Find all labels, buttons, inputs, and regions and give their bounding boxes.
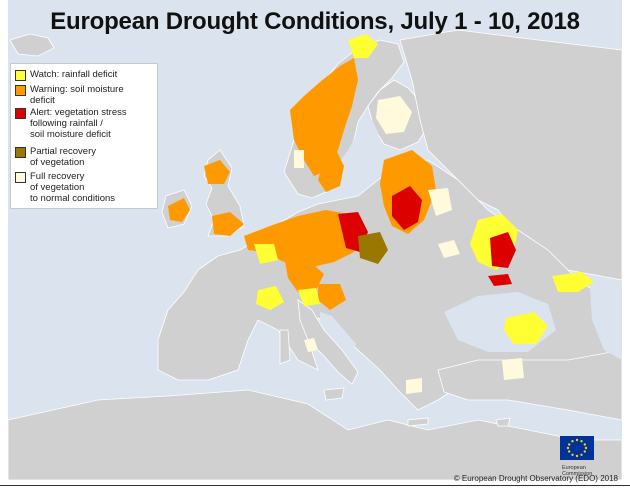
drought-overlays (168, 34, 594, 394)
legend-swatch-full-recovery (15, 172, 26, 183)
source-credit: © European Drought Observatory (EDO) 201… (453, 474, 618, 483)
cyprus-shape (495, 417, 511, 427)
north-africa-shape (8, 389, 622, 480)
legend-item-warning: Warning: soil moisture deficit (15, 84, 124, 106)
full-recovery-finland (376, 96, 412, 134)
adriatic-sea-shape (320, 312, 356, 352)
legend-swatch-partial-recovery (15, 147, 26, 158)
warning-region-scandinavia (290, 58, 358, 176)
legend-label-watch: Watch: rainfall deficit (30, 69, 118, 80)
alert-region-crimea (488, 274, 512, 286)
legend-label-warning: Warning: soil moisture deficit (30, 84, 124, 106)
iceland-shape (9, 33, 55, 57)
legend-swatch-warning (15, 85, 26, 96)
full-recovery-balkans (438, 240, 460, 258)
legend-label-full-recovery: Full recovery of vegetation to normal co… (30, 171, 116, 204)
watch-region-iberia (256, 286, 284, 310)
eu-flag-icon (560, 436, 594, 460)
watch-region-scandinavia-north (348, 34, 378, 58)
alert-region-baltics (392, 186, 422, 230)
legend-label-partial-recovery: Partial recovery of vegetation (30, 146, 96, 168)
eu-logo-line2: Commission (562, 471, 593, 477)
full-recovery-greece (406, 378, 422, 394)
warning-region-ireland (168, 198, 190, 222)
page-title: European Drought Conditions, July 1 - 10… (50, 8, 580, 35)
warning-region-france (284, 256, 324, 292)
map-legend: Watch: rainfall deficit Warning: soil mo… (10, 63, 158, 209)
europe-map (8, 29, 622, 480)
baltic-sea-shape (334, 116, 378, 196)
legend-swatch-watch (15, 70, 26, 81)
crete-shape (407, 417, 429, 427)
caspian-sea-shape (590, 280, 622, 360)
warning-region-uk-north (204, 160, 230, 184)
full-recovery-belarus (428, 188, 452, 216)
sicily-shape (323, 387, 345, 401)
watch-region-russia-south (552, 272, 594, 292)
watch-region-turkey (504, 312, 548, 344)
sardinia-shape (279, 329, 291, 365)
full-recovery-anatolia (502, 358, 524, 380)
warning-region-alps (318, 284, 346, 310)
eu-logo-text: European Commission (562, 465, 592, 477)
legend-item-watch: Watch: rainfall deficit (15, 69, 117, 81)
partial-recovery-poland (358, 232, 388, 264)
map-canvas (8, 0, 622, 480)
legend-item-full-recovery: Full recovery of vegetation to normal co… (15, 171, 115, 204)
legend-item-alert: Alert: vegetation stress following rainf… (15, 107, 127, 140)
warning-region-uk-south (212, 212, 244, 236)
eu-logo-line1: European (562, 465, 586, 471)
european-commission-logo: European Commission (548, 431, 620, 477)
legend-swatch-alert (15, 108, 26, 119)
full-recovery-italy (304, 338, 318, 352)
bottom-divider (0, 485, 630, 486)
warning-region-sweden-south (318, 150, 344, 192)
watch-region-france-north (254, 244, 278, 264)
legend-item-partial-recovery: Partial recovery of vegetation (15, 146, 96, 168)
legend-label-alert: Alert: vegetation stress following rainf… (30, 107, 127, 140)
alert-region-ukraine (490, 232, 516, 268)
watch-region-switzerland (298, 288, 320, 306)
italy-shape (297, 299, 359, 385)
full-recovery-norway (294, 150, 304, 168)
